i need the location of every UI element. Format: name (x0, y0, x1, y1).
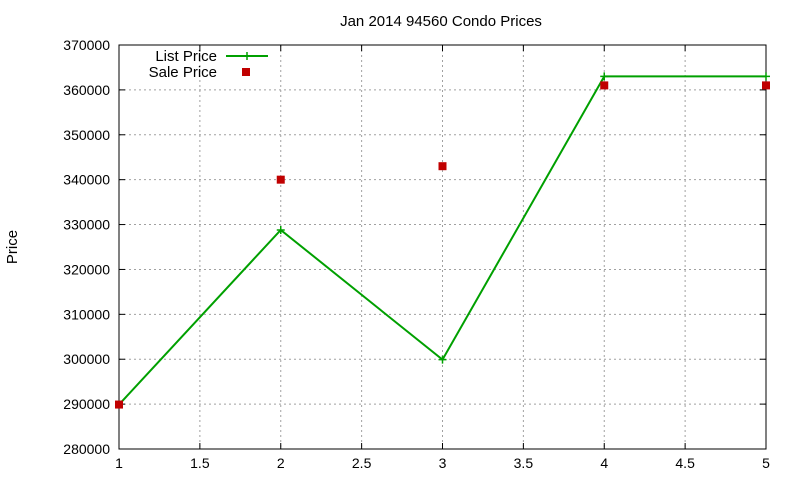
series-layer (115, 72, 770, 409)
data-point-list-price (600, 72, 609, 81)
x-tick-label: 2.5 (352, 455, 372, 471)
y-tick-label: 330000 (63, 217, 110, 233)
x-tick-labels: 1 1.5 2 2.5 3 3.5 4 4.5 5 (115, 455, 770, 471)
legend-marker-list-price (243, 52, 251, 60)
grid-lines (119, 45, 766, 449)
y-tick-label: 370000 (63, 37, 110, 53)
y-tick-labels: 280000 290000 300000 310000 320000 330000 3400… (63, 37, 110, 457)
x-tick-label: 2 (277, 455, 285, 471)
y-tick-label: 320000 (63, 261, 110, 277)
legend: List Price Sale Price (149, 48, 268, 81)
legend-marker-sale-price (242, 68, 250, 76)
y-tick-label: 300000 (63, 351, 110, 367)
legend-label-sale-price: Sale Price (149, 64, 217, 81)
data-point-list-price (762, 72, 770, 81)
x-tick-label: 3 (439, 455, 447, 471)
data-point-sale-price (115, 400, 123, 409)
x-tick-label: 3.5 (514, 455, 534, 471)
x-tick-label: 4 (600, 455, 608, 471)
x-tick-label: 5 (762, 455, 770, 471)
data-point-sale-price (438, 162, 447, 171)
y-tick-label: 310000 (63, 306, 110, 322)
legend-label-list-price: List Price (155, 48, 217, 65)
y-tick-label: 290000 (63, 396, 110, 412)
x-tick-label: 1.5 (190, 455, 210, 471)
data-point-sale-price (762, 81, 770, 90)
y-tick-label: 360000 (63, 82, 110, 98)
x-tick-label: 1 (115, 455, 123, 471)
data-point-list-price (438, 355, 447, 364)
y-axis-label: Price (4, 230, 21, 264)
y-tick-label: 350000 (63, 127, 110, 143)
plot-frame (118, 44, 767, 450)
y-tick-label: 280000 (63, 441, 110, 457)
data-point-sale-price (600, 81, 609, 90)
y-tick-label: 340000 (63, 172, 110, 188)
data-point-sale-price (276, 175, 285, 184)
x-tick-label: 4.5 (675, 455, 695, 471)
chart-title: Jan 2014 94560 Condo Prices (340, 13, 542, 30)
data-point-list-price (276, 225, 285, 234)
